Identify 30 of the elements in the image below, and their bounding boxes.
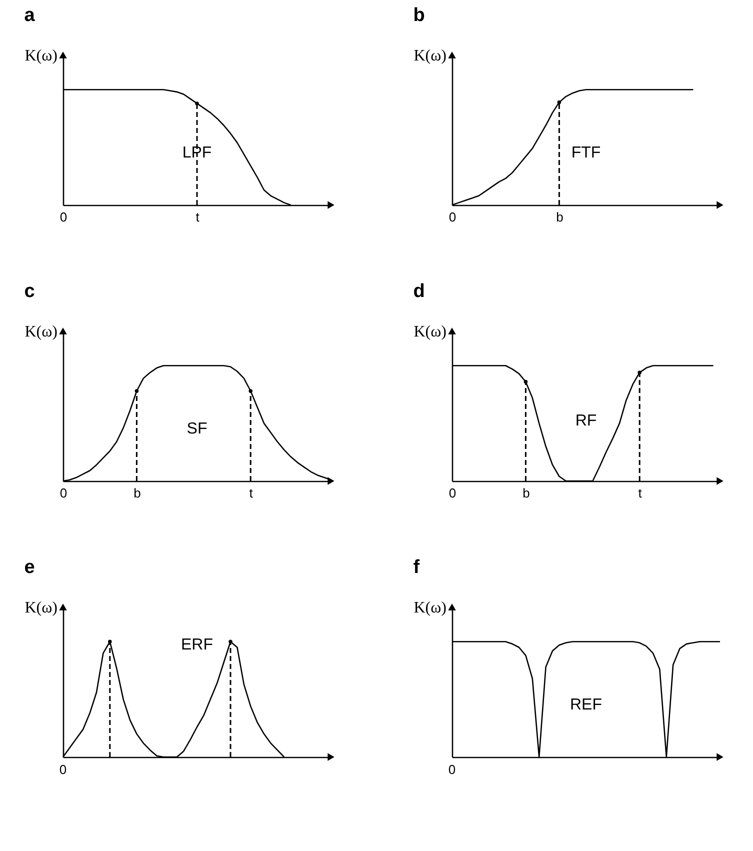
x-tick-label: b (556, 210, 564, 224)
y-axis-title: K(ω) (414, 600, 446, 616)
chart-title: a (24, 5, 36, 26)
annotation: REF (570, 696, 602, 714)
y-axis-title: K(ω) (24, 48, 58, 64)
x-tick-label: t (249, 486, 254, 500)
annotation: RF (575, 412, 597, 430)
chart-title: d (413, 281, 425, 302)
y-axis-title: K(ω) (414, 324, 446, 340)
x-tick-label: 0 (60, 210, 68, 224)
text: 0 (59, 762, 67, 777)
annotation: FTF (571, 144, 601, 162)
chart-title: b (413, 5, 425, 26)
x-tick-label: 0 (60, 486, 68, 500)
annotation: ERF (181, 636, 214, 654)
y-axis-title: K(ω) (414, 48, 446, 64)
y-axis-title: K(ω) (24, 324, 58, 340)
chart-title: c (24, 281, 36, 302)
x-tick-label: b (522, 486, 530, 500)
x-tick-label: b (134, 486, 141, 500)
chart-title: f (413, 557, 420, 578)
x-tick-label: t (196, 210, 200, 224)
y-axis-title: K(ω) (24, 600, 58, 616)
chart-title: e (24, 557, 35, 578)
annotation: SF (186, 420, 208, 438)
text: 0 (448, 762, 456, 777)
x-tick-label: 0 (448, 210, 456, 224)
annotation: LPF (182, 144, 212, 162)
x-tick-label: 0 (448, 486, 456, 500)
x-tick-label: t (638, 486, 642, 500)
